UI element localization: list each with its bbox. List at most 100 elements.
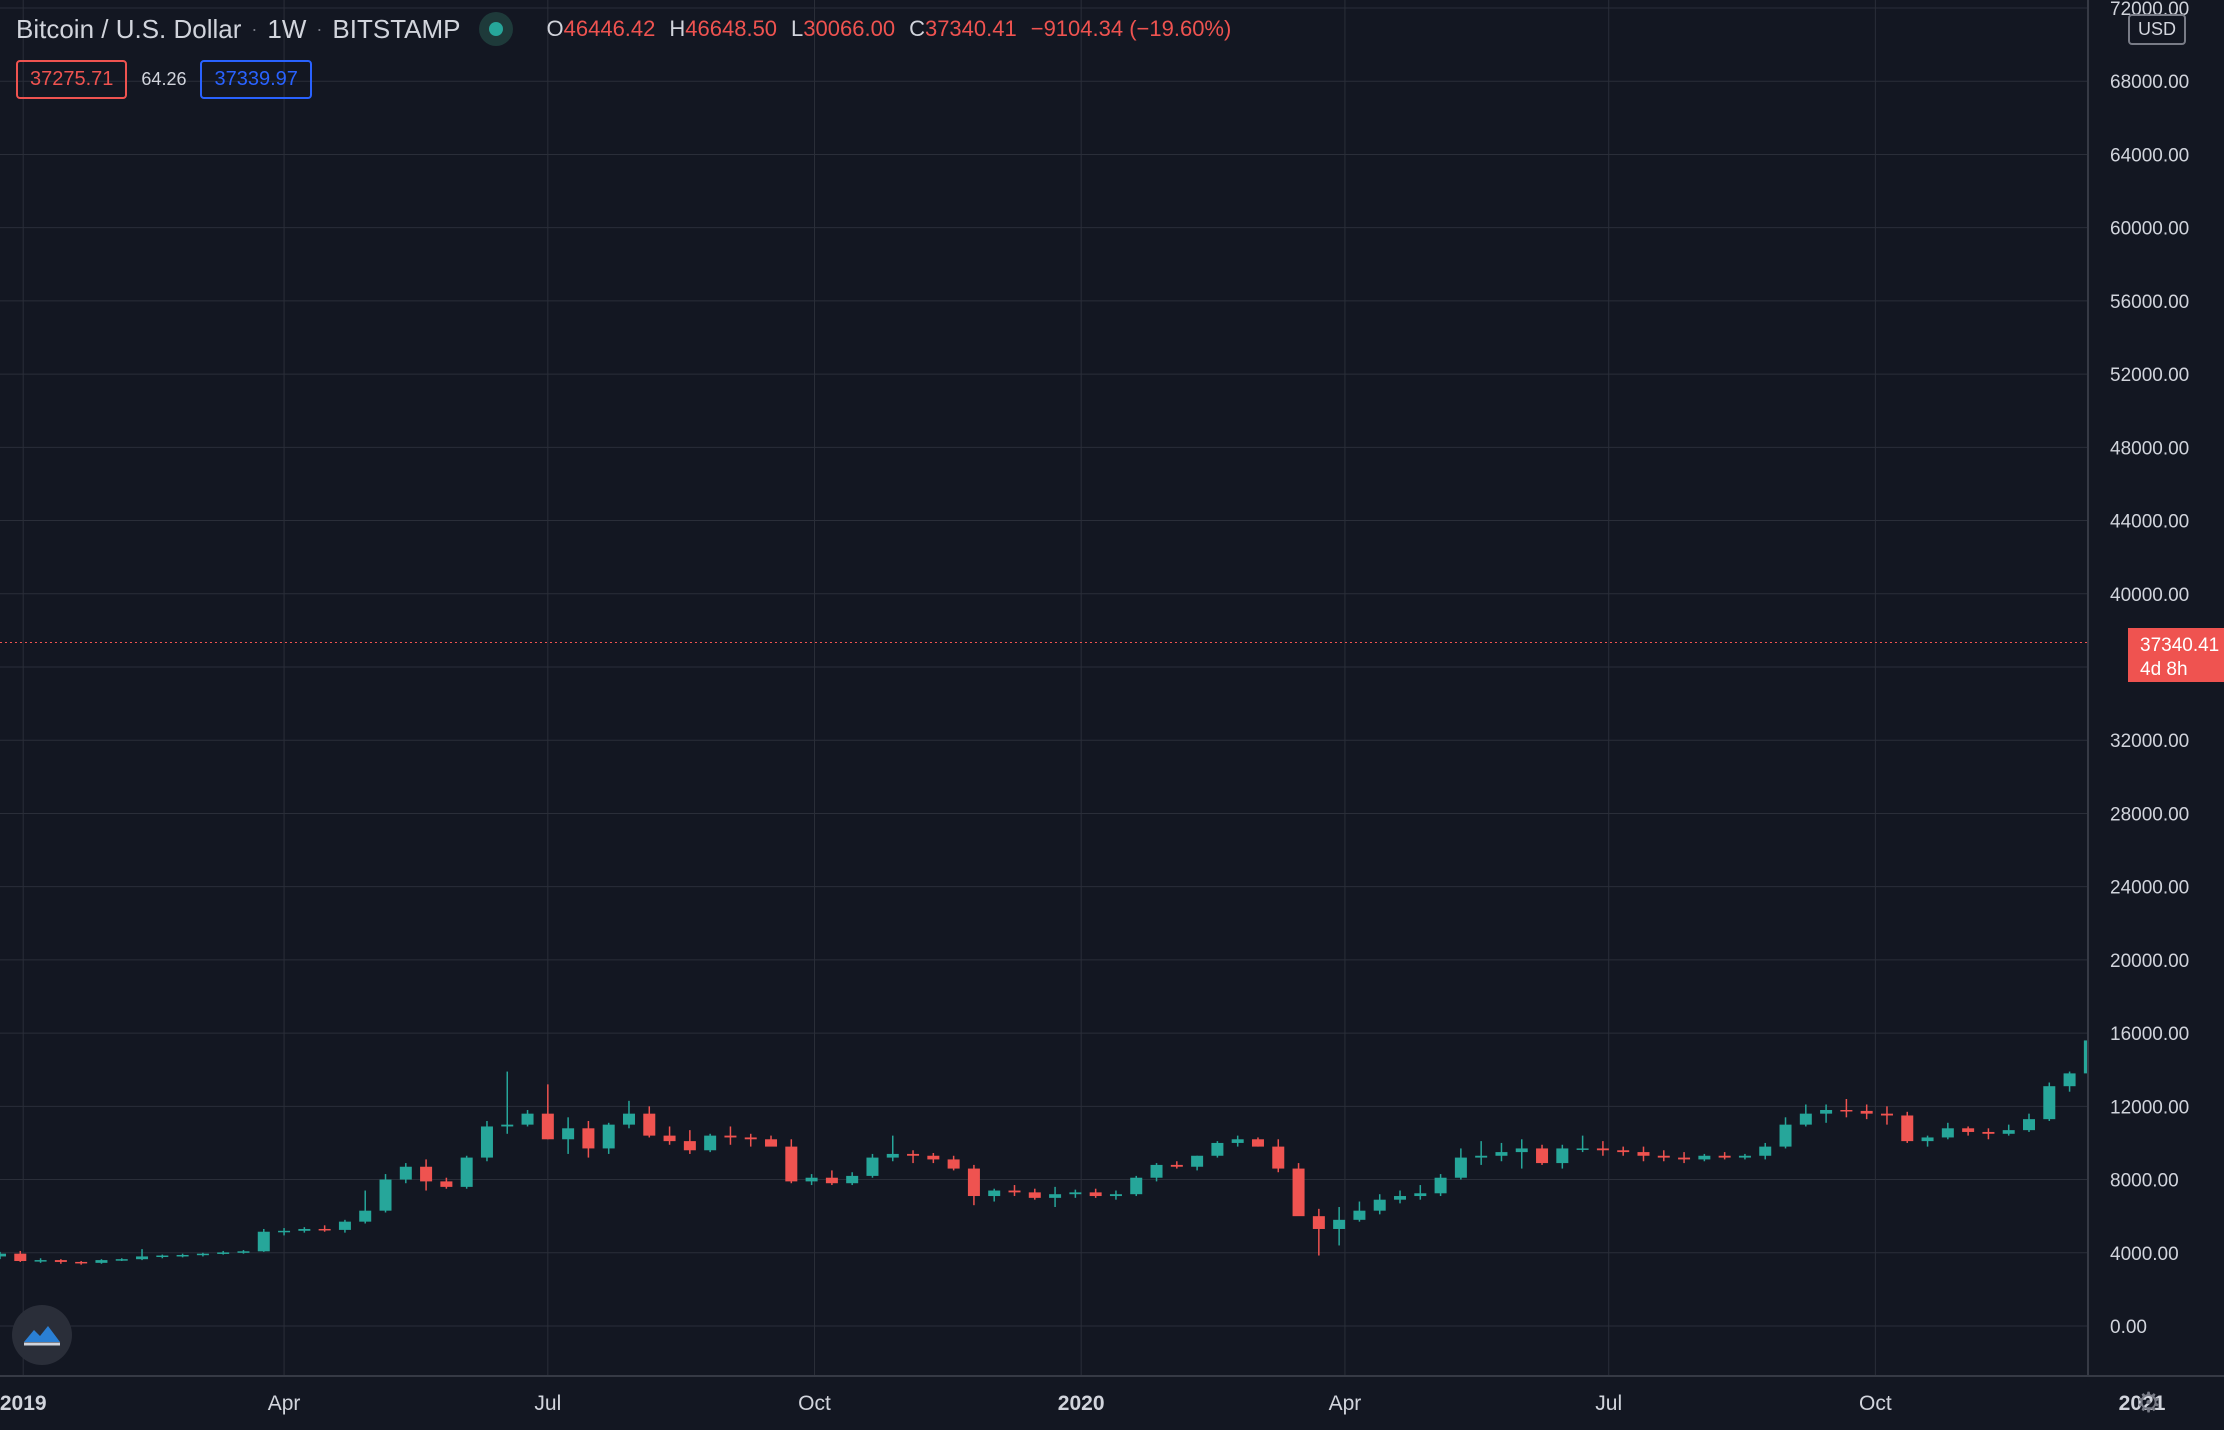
buy-price-button[interactable]: 37339.97 (200, 60, 312, 99)
candle (1779, 1117, 1792, 1149)
price-tick-label: 56000.00 (2110, 292, 2189, 313)
candle-body (1576, 1148, 1589, 1150)
candle-body (866, 1157, 879, 1176)
candle-body (338, 1221, 351, 1230)
candle (1962, 1126, 1975, 1136)
candle-body (136, 1256, 149, 1260)
sell-price-button[interactable]: 37275.71 (16, 60, 128, 99)
candle-body (1536, 1148, 1549, 1164)
candle-body (1779, 1124, 1792, 1147)
candle (1333, 1207, 1346, 1246)
candle-body (1515, 1148, 1528, 1153)
candle-body (1394, 1196, 1407, 1200)
candle (1921, 1135, 1934, 1147)
candle-body (257, 1231, 270, 1252)
market-open-dot-icon[interactable] (478, 12, 513, 46)
candle-body (704, 1135, 717, 1151)
candle (1069, 1189, 1082, 1198)
bar-countdown: 4d 8h (2140, 659, 2188, 680)
candle-body (1738, 1155, 1751, 1158)
candle (278, 1228, 291, 1236)
quote-row: 37275.71 64.26 37339.97 (16, 60, 312, 99)
separator-dot: · (251, 18, 258, 39)
candle (1515, 1139, 1528, 1169)
candle-body (724, 1135, 737, 1138)
candle-body (399, 1166, 412, 1180)
tradingview-logo-icon[interactable] (12, 1305, 72, 1365)
candle (460, 1155, 473, 1189)
candle (298, 1227, 311, 1233)
candle (1880, 1106, 1893, 1125)
candle (1150, 1163, 1163, 1182)
candle (704, 1133, 717, 1153)
price-tick-label: 4000.00 (2110, 1244, 2179, 1265)
candle (1008, 1185, 1021, 1197)
candle (54, 1259, 67, 1264)
close-value: 37340.41 (924, 16, 1017, 41)
candle-body (95, 1260, 108, 1263)
candle (1109, 1190, 1122, 1200)
candle (318, 1225, 331, 1232)
low-label: L (791, 16, 804, 41)
candle-body (805, 1177, 818, 1182)
candle (1617, 1146, 1630, 1156)
last-price-label: 37340.41 4d 8h (2128, 628, 2224, 682)
candle-body (1637, 1152, 1650, 1156)
interval-label[interactable]: 1W (267, 13, 307, 44)
price-tick-label: 12000.00 (2110, 1097, 2189, 1118)
separator-dot: · (316, 18, 323, 39)
candle-body (1170, 1164, 1183, 1167)
candle (420, 1159, 433, 1191)
candle (2023, 1113, 2035, 1132)
symbol-name[interactable]: Bitcoin / U.S. Dollar (16, 13, 242, 44)
candle (338, 1219, 351, 1233)
candle (1170, 1161, 1183, 1169)
candle-body (0, 1253, 6, 1257)
candle-body (379, 1179, 392, 1211)
candle-body (480, 1126, 493, 1158)
candle-body (359, 1210, 372, 1222)
exchange-label: BITSTAMP (332, 13, 461, 44)
chart-grid (0, 0, 2143, 1376)
candle-body (217, 1252, 230, 1254)
candle-body (1008, 1190, 1021, 1193)
time-tick-label: Apr (1329, 1392, 1362, 1415)
candle (156, 1254, 169, 1259)
price-tick-label: 68000.00 (2110, 72, 2189, 93)
candle (582, 1120, 595, 1158)
candle-body (1475, 1155, 1488, 1158)
symbol-header: Bitcoin / U.S. Dollar · 1W · BITSTAMP O4… (16, 12, 1231, 46)
candle (0, 1251, 6, 1260)
price-axis-background (2088, 0, 2224, 1430)
candle-body (1069, 1192, 1082, 1195)
candle-body (765, 1139, 778, 1147)
candle-body (1191, 1155, 1204, 1167)
candle (1414, 1185, 1427, 1200)
candle-body (501, 1124, 514, 1127)
candle (886, 1135, 899, 1162)
candle (1982, 1128, 1995, 1140)
candle-body (947, 1159, 960, 1169)
currency-button[interactable]: USD (2128, 14, 2187, 45)
candle (805, 1174, 818, 1186)
candle-body (1698, 1155, 1711, 1160)
candle-body (1718, 1155, 1731, 1158)
price-tick-label: 48000.00 (2110, 438, 2189, 459)
candle-body (176, 1254, 189, 1257)
candle (866, 1153, 879, 1178)
candle-body (582, 1128, 595, 1149)
candle (1637, 1146, 1650, 1162)
candle (95, 1259, 108, 1264)
candle-body (1414, 1193, 1427, 1197)
candle-body (622, 1113, 635, 1125)
candle (237, 1250, 250, 1254)
candle (440, 1177, 453, 1189)
candle-body (1130, 1177, 1143, 1195)
gear-icon[interactable]: ⚙ (2136, 1387, 2162, 1418)
ohlc-values: O46446.42 H46648.50 L30066.00 C37340.41 … (547, 16, 1232, 42)
candle (34, 1258, 47, 1263)
candle-body (2063, 1073, 2076, 1087)
candle-body (562, 1128, 575, 1140)
candle (1901, 1111, 1914, 1143)
